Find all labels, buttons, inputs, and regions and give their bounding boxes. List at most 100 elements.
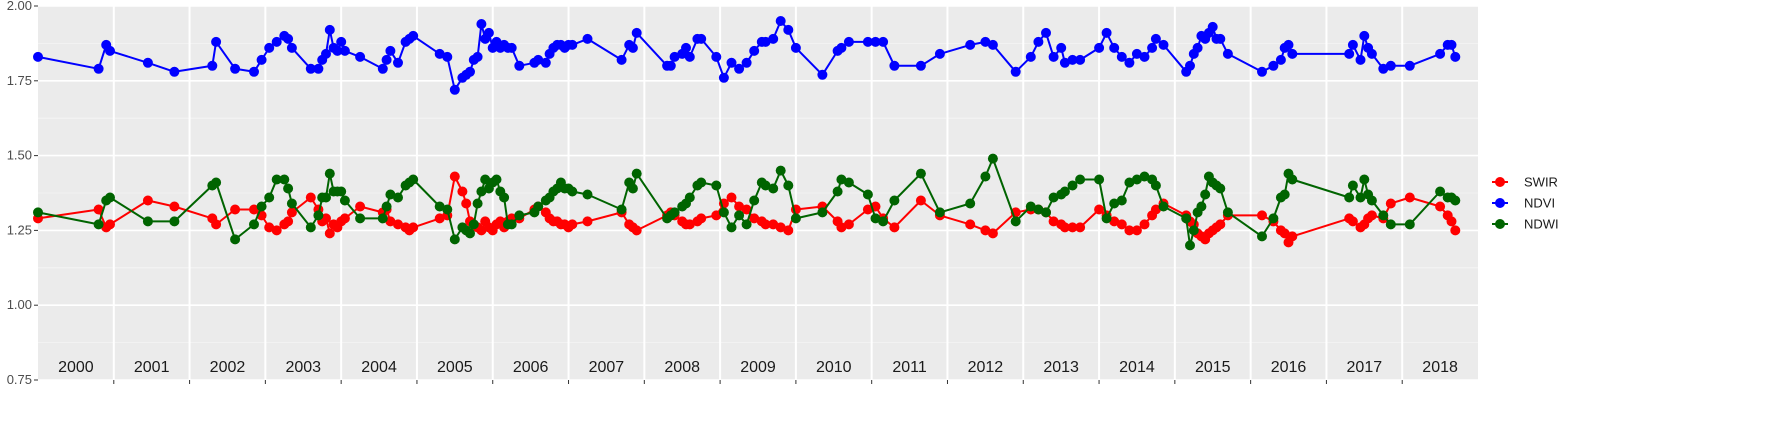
ndwi-point — [468, 219, 479, 230]
ndwi-point — [1116, 195, 1127, 206]
ndwi-point — [1404, 219, 1415, 230]
swir-point — [741, 204, 752, 215]
ndwi-point — [1025, 201, 1036, 212]
ndwi-point — [1109, 198, 1120, 209]
ndwi-point — [393, 192, 403, 203]
swir-point — [1366, 210, 1377, 221]
ndwi-point — [1059, 186, 1070, 197]
ndvi-point — [1347, 39, 1358, 50]
ndvi-point — [230, 63, 241, 74]
ndwi-point — [264, 192, 275, 203]
ndvi-point — [313, 63, 324, 74]
year-label: 2005 — [437, 359, 473, 376]
ndvi-point — [506, 42, 517, 53]
swir-point — [684, 219, 695, 230]
swir-point — [230, 204, 241, 215]
ndwi-point — [381, 201, 392, 212]
ndvi-point — [1025, 51, 1036, 62]
ndvi-point — [321, 48, 331, 59]
ndwi-point — [870, 213, 881, 224]
year-label: 2001 — [134, 359, 170, 376]
ndwi-point — [790, 213, 801, 224]
year-label: 2012 — [968, 359, 1004, 376]
ndvi-point — [1139, 51, 1150, 62]
ndwi-point — [256, 201, 267, 212]
ndvi-point — [476, 19, 487, 29]
ndwi-point — [169, 216, 180, 227]
ndvi-point — [843, 36, 854, 47]
swir-point — [1404, 192, 1415, 203]
ndwi-point — [1150, 180, 1161, 191]
ndvi-point — [465, 66, 475, 77]
ndvi-point — [775, 16, 786, 26]
ndwi-point — [1257, 231, 1267, 242]
swir-point — [915, 195, 926, 206]
ndvi-point — [339, 45, 350, 56]
ndwi-point — [211, 177, 222, 188]
y-tick-label: 1.50 — [7, 148, 32, 163]
ndvi-point — [377, 63, 388, 74]
swir-point — [726, 192, 737, 203]
year-label: 2000 — [58, 359, 94, 376]
ndvi-point — [1257, 66, 1267, 77]
year-labels: 2000 2001 2002 2003 2004 2005 2006 2007 2008 2009… — [58, 359, 1458, 376]
ndvi-point — [211, 36, 222, 47]
ndwi-point — [1385, 219, 1396, 230]
ndwi-point — [980, 171, 991, 182]
year-label: 2010 — [816, 359, 852, 376]
ndvi-point — [790, 42, 801, 53]
ndvi-point — [987, 39, 998, 50]
swir-point — [1450, 225, 1461, 236]
swir-point — [1215, 219, 1226, 230]
ndwi-point — [321, 192, 331, 203]
ndwi-point — [915, 168, 926, 179]
year-label: 2015 — [1195, 359, 1231, 376]
swir-point — [1150, 204, 1161, 215]
swir-point — [321, 213, 331, 224]
swir-point — [734, 201, 745, 212]
swir-point — [305, 192, 316, 203]
ndvi-point — [681, 42, 691, 53]
swir-point — [1139, 219, 1150, 230]
year-label: 2017 — [1347, 359, 1383, 376]
swir-point — [393, 219, 403, 230]
swir-point — [286, 207, 297, 218]
ndvi-point — [665, 60, 676, 71]
ndwi-point — [1185, 240, 1195, 251]
ndwi-point — [1139, 171, 1150, 182]
ndvi-point — [483, 27, 494, 38]
ndwi-point — [271, 174, 282, 185]
ndvi-point — [393, 57, 403, 68]
legend-label-ndwi: NDWI — [1524, 217, 1559, 232]
year-label: 2002 — [210, 359, 246, 376]
ndwi-point — [339, 195, 350, 206]
ndwi-point — [760, 180, 771, 191]
year-label: 2006 — [513, 359, 549, 376]
ndwi-point — [965, 198, 976, 209]
ndwi-point — [442, 204, 453, 215]
ndwi-point — [305, 222, 316, 233]
ndvi-point — [1222, 48, 1233, 59]
ndvi-point — [33, 51, 43, 62]
ndwi-point — [1196, 201, 1207, 212]
ndvi-point — [324, 24, 335, 35]
swir-point — [1048, 216, 1059, 227]
ndvi-point — [286, 42, 297, 53]
ndvi-point — [1075, 54, 1086, 65]
swir-point — [768, 219, 779, 230]
ndwi-point — [1435, 186, 1446, 197]
ndvi-point — [1067, 54, 1078, 65]
ndwi-point — [465, 228, 475, 239]
ndwi-point — [836, 174, 847, 185]
ndwi-point — [1287, 174, 1298, 185]
ndvi-point — [1268, 60, 1279, 71]
y-tick-label: 1.75 — [7, 73, 32, 88]
swir-point — [862, 204, 873, 215]
swir-point — [843, 219, 854, 230]
ndwi-point — [355, 213, 366, 224]
ndwi-point — [768, 183, 779, 194]
ndvi-point — [749, 45, 760, 56]
ndwi-point — [1268, 213, 1279, 224]
year-label: 2013 — [1043, 359, 1079, 376]
ndvi-point — [870, 36, 881, 47]
